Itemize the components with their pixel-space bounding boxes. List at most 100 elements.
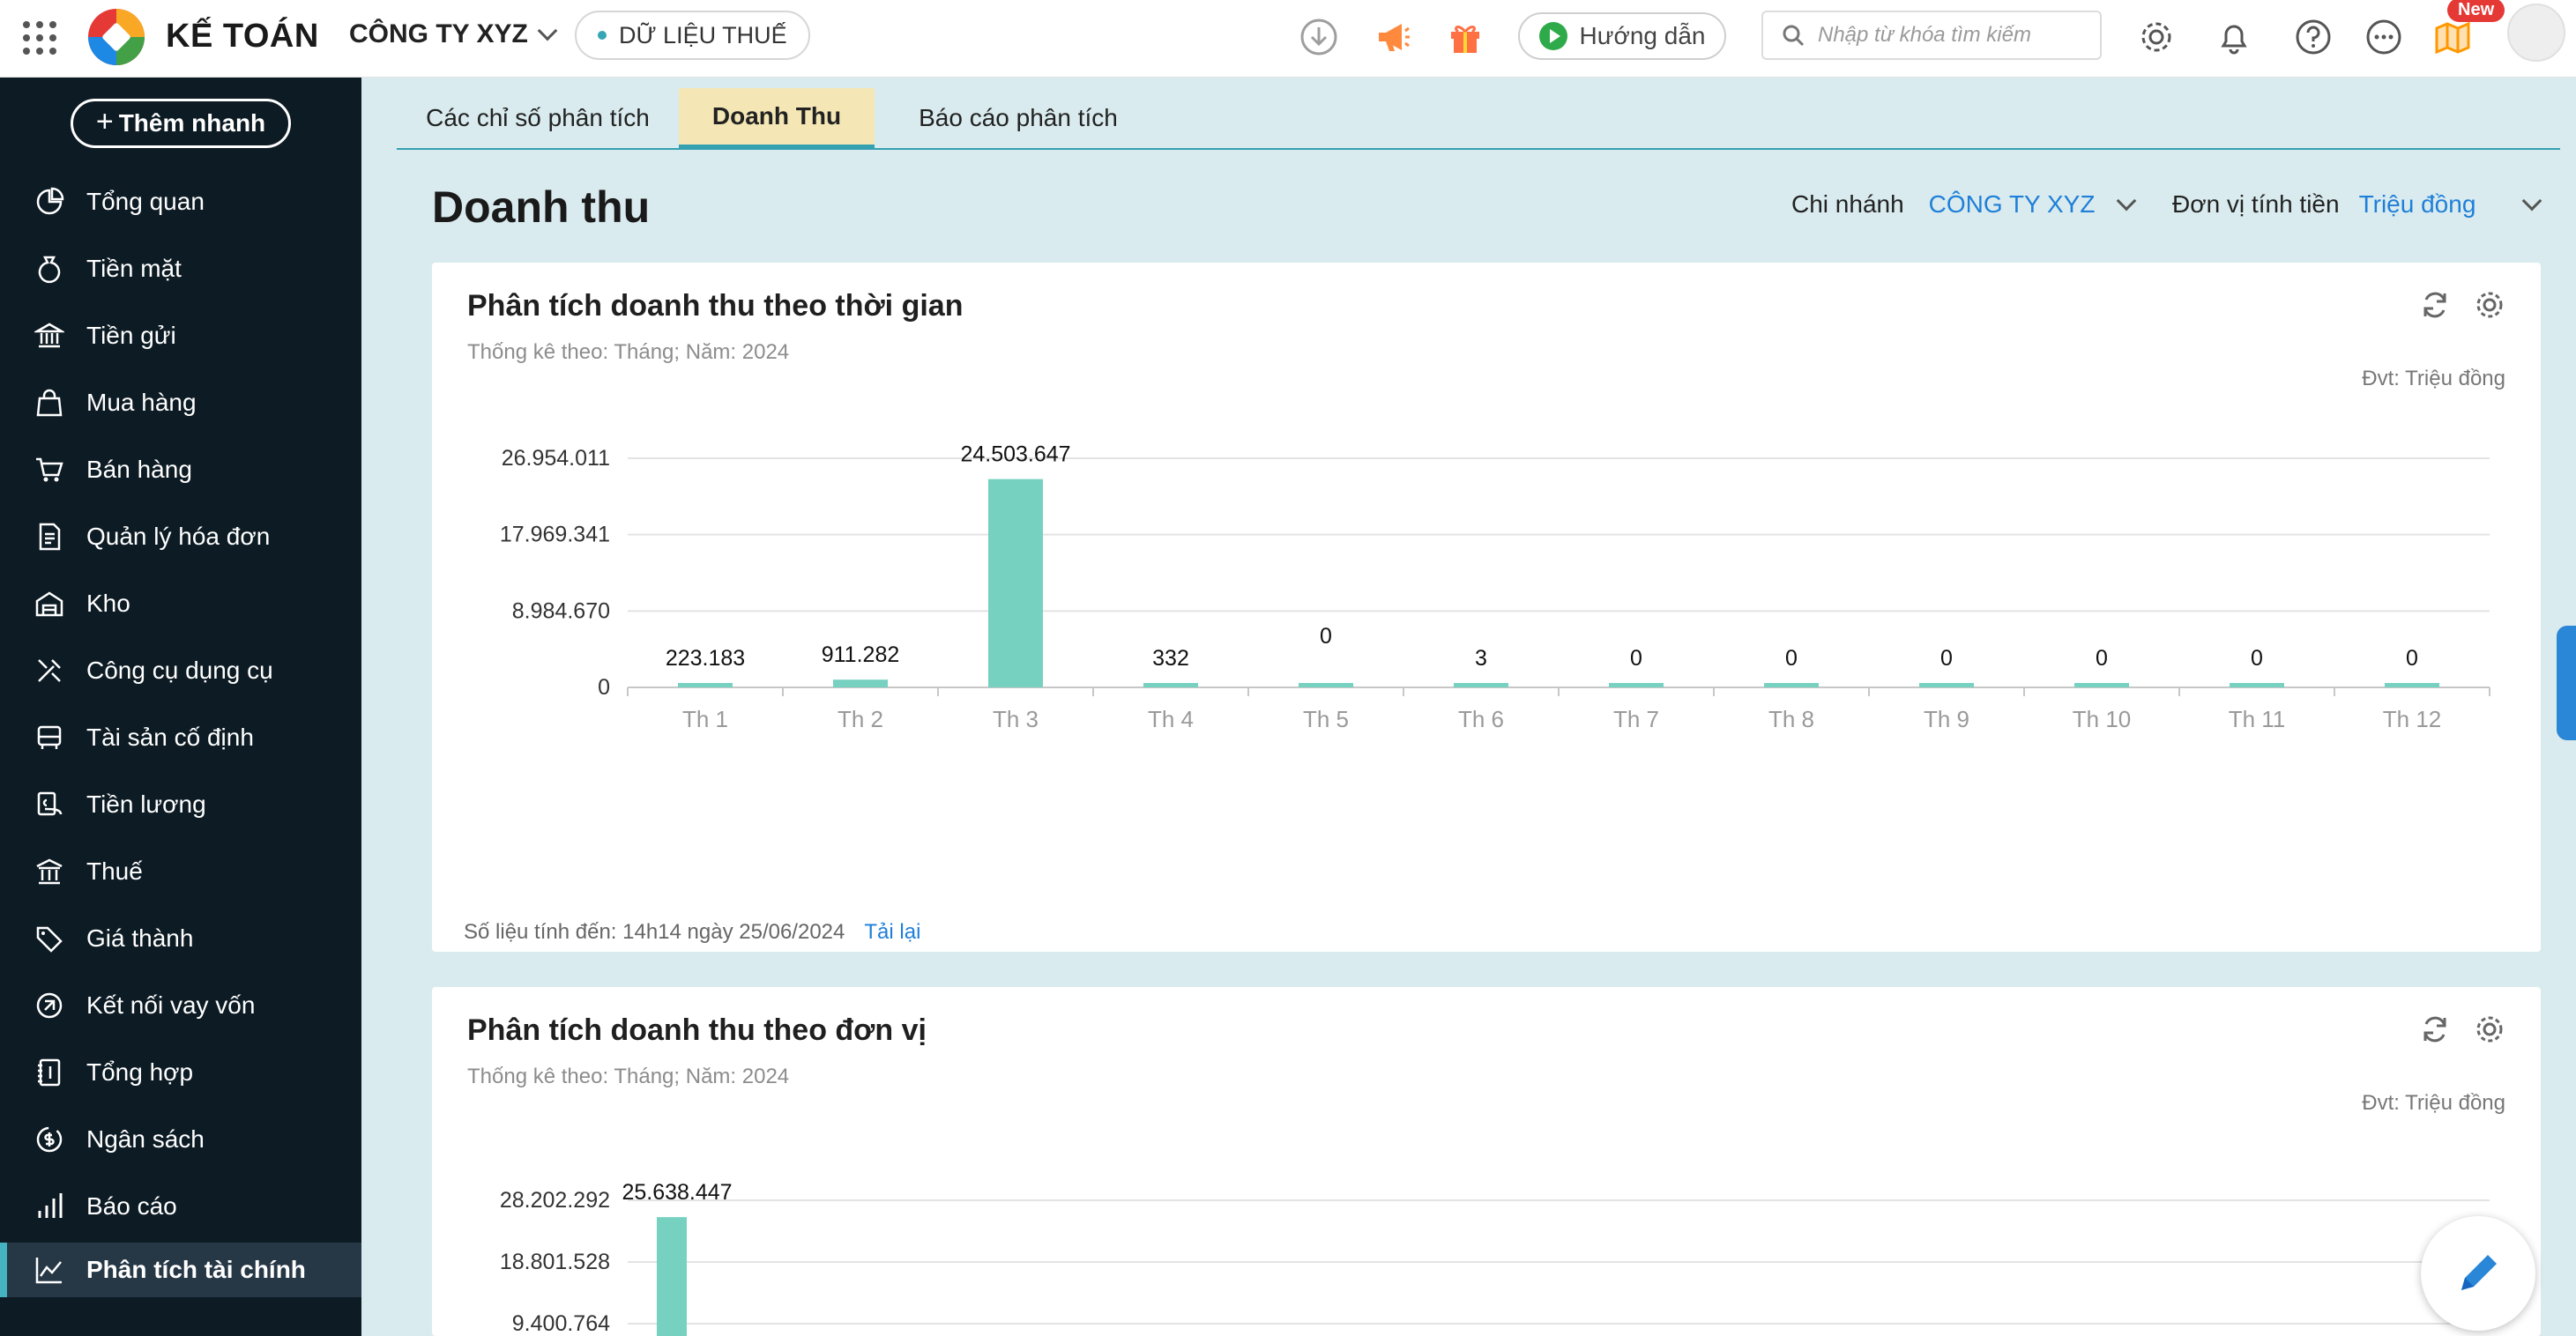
data-label: 0 xyxy=(1940,646,1953,671)
card-title: Phân tích doanh thu theo thời gian xyxy=(467,289,964,323)
currency-filter[interactable]: Đơn vị tính tiền Triệu đồng xyxy=(2172,190,2542,219)
data-label: 3 xyxy=(1475,646,1487,671)
map-icon[interactable] xyxy=(2433,18,2472,56)
guide-label: Hướng dẫn xyxy=(1579,22,1706,49)
ledger-icon xyxy=(34,1057,65,1088)
sidebar-item-budget[interactable]: Ngân sách xyxy=(0,1112,361,1167)
revenue-by-time-card: Phân tích doanh thu theo thời gian Thống… xyxy=(432,263,2541,952)
tax-data-button[interactable]: DỮ LIỆU THUẾ xyxy=(575,11,810,60)
settings-icon[interactable] xyxy=(2474,1013,2505,1045)
side-panel-handle[interactable] xyxy=(2557,626,2576,740)
data-label: 332 xyxy=(1152,646,1189,671)
settings-icon[interactable] xyxy=(2474,289,2505,321)
sidebar-item-tax[interactable]: Thuế xyxy=(0,844,361,899)
bar xyxy=(657,1217,687,1336)
sidebar-item-cost[interactable]: Giá thành xyxy=(0,911,361,966)
avatar[interactable] xyxy=(2507,4,2565,62)
sidebar-item-label: Mua hàng xyxy=(86,389,197,416)
sidebar-item-warehouse[interactable]: Kho xyxy=(0,576,361,631)
branch-value: CÔNG TY XYZ xyxy=(1928,190,2096,218)
revenue-by-month-chart: 0 8.984.670 17.969.341 26.954.011 223.183 Th … xyxy=(500,442,2490,732)
reload-link[interactable]: Tải lại xyxy=(864,920,921,944)
company-selector[interactable]: CÔNG TY XYZ xyxy=(349,19,558,49)
sidebar-item-label: Phân tích tài chính xyxy=(86,1256,306,1283)
quick-add-button[interactable]: + Thêm nhanh xyxy=(71,99,291,148)
data-label: 0 xyxy=(2251,646,2263,671)
search-input[interactable] xyxy=(1818,23,2091,48)
y-tick-label: 18.801.528 xyxy=(500,1250,610,1274)
data-label: 223.183 xyxy=(666,646,745,671)
chevron-down-icon xyxy=(2117,190,2137,212)
refresh-icon[interactable] xyxy=(2419,289,2451,321)
tab-analysis-indicators[interactable]: Các chỉ số phân tích xyxy=(426,104,650,131)
bar xyxy=(1143,683,1198,687)
sidebar-item-label: Tiền lương xyxy=(86,790,206,818)
download-icon[interactable] xyxy=(1299,18,1338,56)
revenue-by-unit-card: Phân tích doanh thu theo đơn vị Thống kê… xyxy=(432,987,2541,1336)
card-subtitle: Thống kê theo: Tháng; Năm: 2024 xyxy=(467,340,790,364)
sidebar-item-sales[interactable]: Bán hàng xyxy=(0,442,361,497)
search-icon xyxy=(1783,25,1805,47)
tab-analysis-reports[interactable]: Báo cáo phân tích xyxy=(919,104,1118,131)
help-icon[interactable] xyxy=(2294,18,2333,56)
money-bag-icon xyxy=(34,253,65,285)
y-tick-label: 0 xyxy=(598,675,610,700)
x-tick-label: Th 11 xyxy=(2229,706,2286,732)
shopping-bag-icon xyxy=(34,387,65,419)
sidebar-item-loan[interactable]: Kết nối vay vốn xyxy=(0,978,361,1033)
salary-icon xyxy=(34,789,65,820)
x-tick-label: Th 12 xyxy=(2383,706,2442,732)
search-box[interactable] xyxy=(1761,11,2102,60)
bar xyxy=(2230,683,2284,687)
sidebar-item-summary[interactable]: Tổng hợp xyxy=(0,1045,361,1100)
page-title: Doanh thu xyxy=(432,182,651,232)
tax-building-icon xyxy=(34,856,65,887)
sidebar-item-label: Tiền gửi xyxy=(86,322,176,349)
sidebar-item-deposit[interactable]: Tiền gửi xyxy=(0,308,361,363)
currency-value: Triệu đồng xyxy=(2358,190,2476,218)
invoice-icon xyxy=(34,521,65,553)
data-label: 25.638.447 xyxy=(622,1180,732,1205)
sidebar-item-purchase[interactable]: Mua hàng xyxy=(0,375,361,430)
x-tick-label: Th 5 xyxy=(1303,706,1349,732)
sidebar-item-salary[interactable]: Tiền lương xyxy=(0,777,361,832)
data-label: 0 xyxy=(1785,646,1798,671)
y-tick-label: 9.400.764 xyxy=(512,1311,610,1336)
x-tick-label: Th 2 xyxy=(838,706,883,732)
sidebar-item-label: Tổng quan xyxy=(86,188,205,215)
company-name: CÔNG TY XYZ xyxy=(349,19,528,48)
gift-icon[interactable] xyxy=(1446,18,1485,56)
gear-icon[interactable] xyxy=(2137,18,2176,56)
data-label: 24.503.647 xyxy=(960,442,1070,467)
sidebar-item-reports[interactable]: Báo cáo xyxy=(0,1179,361,1234)
guide-button[interactable]: Hướng dẫn xyxy=(1518,12,1726,60)
branch-filter[interactable]: Chi nhánh CÔNG TY XYZ xyxy=(1791,190,2137,219)
sidebar-item-invoices[interactable]: Quản lý hóa đơn xyxy=(0,509,361,564)
refresh-icon[interactable] xyxy=(2419,1013,2451,1045)
megaphone-icon[interactable] xyxy=(1374,18,1412,56)
sidebar-item-label: Thuế xyxy=(86,857,143,885)
bell-icon[interactable] xyxy=(2215,18,2253,56)
sidebar-item-tools[interactable]: Công cụ dụng cụ xyxy=(0,643,361,698)
apps-grid-icon[interactable] xyxy=(23,21,56,55)
play-icon xyxy=(1538,22,1567,50)
edit-fab-button[interactable] xyxy=(2421,1216,2535,1331)
price-tag-icon xyxy=(34,923,65,954)
chevron-down-icon xyxy=(537,20,558,41)
tab-revenue[interactable]: Doanh Thu xyxy=(679,88,875,150)
sidebar-item-cash[interactable]: Tiền mặt xyxy=(0,241,361,296)
bar xyxy=(1454,683,1508,687)
sidebar-item-financial-analysis[interactable]: Phân tích tài chính xyxy=(0,1243,361,1297)
data-label: 0 xyxy=(1320,624,1332,649)
y-tick-label: 8.984.670 xyxy=(512,598,610,623)
sidebar-item-label: Tổng hợp xyxy=(86,1058,194,1086)
x-tick-label: Th 7 xyxy=(1613,706,1659,732)
branch-label: Chi nhánh xyxy=(1791,190,1904,218)
sidebar-item-label: Quản lý hóa đơn xyxy=(86,523,271,550)
more-icon[interactable] xyxy=(2364,18,2403,56)
data-label: 0 xyxy=(2406,646,2418,671)
status-dot-icon xyxy=(598,31,607,40)
sidebar-item-overview[interactable]: Tổng quan xyxy=(0,174,361,229)
sidebar-item-fixed-assets[interactable]: Tài sản cố định xyxy=(0,710,361,765)
unit-label: Đvt: Triệu đồng xyxy=(2362,367,2505,390)
